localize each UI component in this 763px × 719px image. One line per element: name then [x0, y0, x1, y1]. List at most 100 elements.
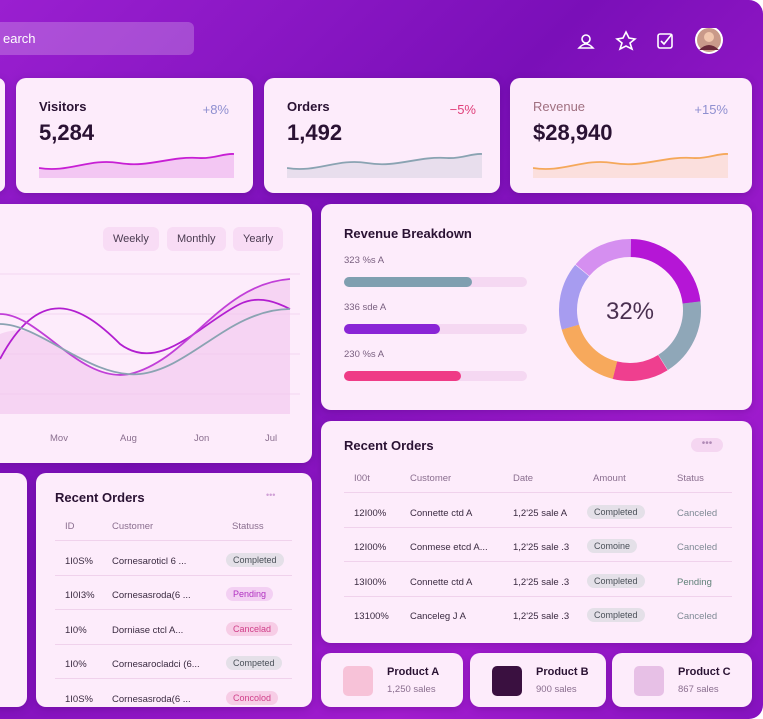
breakdown-card: Revenue Breakdown 323 %s A 336 sde A 230 %… [321, 204, 752, 410]
donut-center: 32% [606, 298, 654, 325]
breakdown-label: 230 %s A [344, 349, 385, 360]
x-label: Aug [120, 433, 137, 444]
status-badge: Completed [587, 608, 645, 622]
cell: 1I0% [65, 659, 87, 670]
product-card[interactable]: Product B 900 sales [470, 653, 606, 707]
card-partial [0, 78, 5, 192]
status-text: Canceled [677, 542, 718, 553]
column-header: Customer [410, 473, 452, 484]
row-divider [55, 678, 292, 680]
range-tab[interactable]: Weekly [103, 227, 159, 251]
orders-card: Recent Orders ••• ID Customer Statuss 1I0S%… [36, 473, 312, 707]
product-thumb [343, 666, 373, 696]
cell: 1,2'25 sale .3 [513, 542, 570, 553]
row-divider [55, 540, 292, 542]
stat-label: Orders [287, 99, 330, 114]
card-title: Revenue Breakdown [344, 226, 472, 241]
status-badge: Completed [226, 552, 284, 567]
row-divider [344, 492, 732, 494]
column-header: Customer [112, 521, 154, 532]
stat-value: 5,284 [39, 120, 95, 145]
status-badge: Completed [587, 573, 645, 588]
breakdown-label: 336 sde A [344, 302, 387, 313]
more-button[interactable]: ••• [266, 490, 276, 500]
cell: Cornesasroda(6 ... [112, 590, 191, 601]
product-sales: 1,250 sales [387, 684, 436, 695]
product-sales: 867 sales [678, 684, 719, 695]
row-divider [344, 561, 732, 563]
trend-chart [0, 273, 300, 414]
progress-track [344, 277, 527, 287]
product-sales: 900 sales [536, 684, 577, 695]
more-button[interactable]: ••• [691, 438, 723, 452]
cell: 1I0I3% [65, 590, 95, 601]
row-divider [55, 574, 292, 576]
stat-label: Visitors [39, 99, 87, 114]
cell: 12I00% [354, 542, 387, 553]
progress-fill [344, 371, 461, 381]
cell: 13100% [354, 611, 389, 622]
sparkline [533, 153, 728, 178]
progress-fill [344, 277, 472, 287]
row-divider [55, 609, 292, 611]
stat-change: +15% [694, 102, 728, 117]
card-title: Recent Orders [344, 438, 434, 453]
cell: Dorniase ctcl A... [112, 624, 184, 636]
progress-track [344, 324, 527, 334]
stat-card: Visitors 5,284 +8% [16, 78, 253, 193]
stat-card: Revenue $28,940 +15% [510, 78, 752, 193]
search-box[interactable]: earch [0, 22, 194, 55]
cell: 12I00% [354, 507, 387, 519]
range-tab[interactable]: Yearly [233, 227, 284, 251]
stat-value: 1,492 [287, 120, 343, 145]
cell: 1,2'25 sale .3 [513, 576, 570, 588]
status-badge: Cancelad [226, 621, 279, 636]
breakdown-label: 323 %s A [344, 255, 385, 266]
progress-track [344, 371, 527, 381]
sparkline [39, 153, 234, 178]
product-card[interactable]: Product A 1,250 sales [321, 653, 463, 707]
x-label: Jul [265, 433, 278, 444]
row-divider [344, 526, 732, 528]
trend-card: Weekly Monthly Yearly Mov Aug Jon Jul [0, 204, 312, 463]
cell: 1I0% [65, 624, 87, 636]
stat-value: $28,940 [533, 120, 613, 145]
column-header: Date [513, 473, 534, 484]
product-name: Product B [536, 666, 589, 678]
status-text: Canceled [677, 507, 718, 519]
cell: Connette ctd A [410, 576, 473, 588]
cell: Cornesarocladci (6... [112, 659, 200, 670]
status-badge: Competed [226, 656, 282, 670]
product-thumb [492, 666, 522, 696]
column-header: Statuss [232, 521, 264, 532]
column-header: I00t [354, 473, 370, 484]
row-divider [55, 643, 292, 645]
search-placeholder: earch [3, 31, 36, 46]
cell: 1I0S% [65, 693, 93, 705]
icons [577, 30, 673, 51]
status-badge: Comoine [587, 539, 638, 553]
sparkline [287, 153, 482, 178]
status-badge: Completed [587, 504, 645, 519]
product-name: Product A [387, 666, 440, 678]
card-title: Recent Orders [55, 490, 145, 505]
cell: Connette ctd A [410, 507, 473, 519]
cell: Cornesaroticl 6 ... [112, 555, 187, 567]
toolbar-icons [577, 28, 723, 54]
column-header: Amount [593, 473, 626, 484]
x-label: Mov [50, 433, 68, 444]
range-tab[interactable]: Monthly [167, 227, 226, 251]
cell: 1,2'25 sale .3 [513, 611, 570, 622]
row-divider [344, 595, 732, 597]
stat-change: +8% [202, 102, 229, 117]
donut: 32% [558, 239, 701, 381]
status-badge: Concolod [226, 690, 279, 705]
stat-change: −5% [449, 102, 476, 117]
product-card[interactable]: Product C 867 sales [612, 653, 752, 707]
status-text: Canceled [677, 611, 718, 622]
cell: 13I00% [354, 576, 387, 588]
stat-card: Orders 1,492 −5% [264, 78, 500, 193]
product-thumb [634, 666, 664, 696]
status-badge: Pending [226, 587, 274, 601]
